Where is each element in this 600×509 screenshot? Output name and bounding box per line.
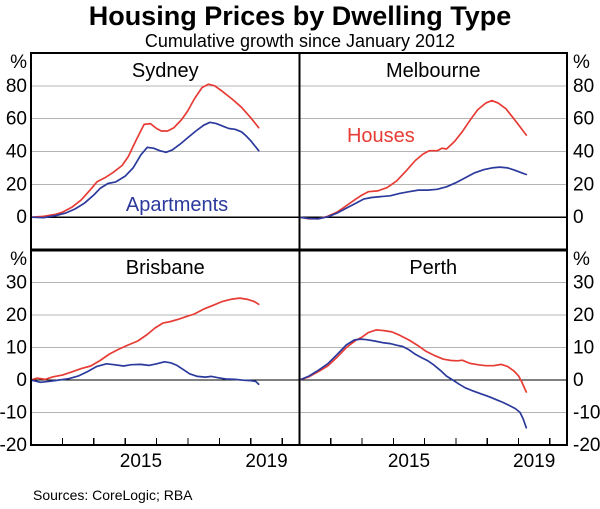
x-tick-label: 2019	[513, 451, 555, 472]
panel-title-brisbane: Brisbane	[126, 257, 205, 279]
panel-brisbane: 2015 2019 Brisbane	[30, 257, 300, 472]
houses-label: Houses	[347, 125, 415, 147]
y-tick-label-left: 30	[6, 273, 27, 294]
y-tick-label-left: 0	[16, 370, 27, 391]
y-tick-label-right: -10	[573, 403, 600, 424]
y-axis-unit-right: %	[573, 52, 590, 73]
brisbane-apartments-line	[30, 360, 260, 386]
apartments-label: Apartments	[126, 194, 228, 216]
y-tick-label-left: 60	[6, 109, 27, 130]
x-tick-label: 2015	[120, 451, 162, 472]
panel-title-perth: Perth	[409, 257, 457, 279]
y-tick-label-left: 20	[6, 305, 27, 326]
panel-melbourne: Melbourne Houses	[298, 60, 567, 220]
y-tick-label-left: -10	[0, 403, 27, 424]
y-tick-label-left: 0	[16, 207, 27, 228]
sydney-apartments-line	[30, 121, 260, 219]
y-tick-label-left: -20	[0, 435, 27, 456]
chart-sources: Sources: CoreLogic; RBA	[33, 487, 193, 503]
sydney-houses-line	[30, 83, 260, 219]
y-tick-label-left: 20	[6, 174, 27, 195]
chart-subtitle: Cumulative growth since January 2012	[144, 31, 456, 51]
y-tick-label-right: 0	[573, 207, 584, 228]
y-tick-label-right: -20	[573, 435, 600, 456]
x-tick-label: 2019	[245, 451, 287, 472]
melbourne-houses-line	[298, 99, 528, 220]
brisbane-houses-line	[30, 297, 260, 381]
x-tick-label: 2015	[388, 451, 430, 472]
y-axis-unit-left: %	[10, 249, 27, 270]
perth-houses-line	[298, 329, 528, 393]
y-tick-label-left: 10	[6, 338, 27, 359]
panel-perth: 2015 2019 Perth	[298, 257, 567, 472]
y-tick-label-left: 40	[6, 142, 27, 163]
y-tick-label-right: 20	[573, 174, 594, 195]
y-tick-label-right: 10	[573, 338, 594, 359]
panel-sydney: Sydney Apartments	[30, 60, 300, 219]
y-axis-unit-left: %	[10, 52, 27, 73]
y-axis-unit-right: %	[573, 249, 590, 270]
y-tick-label-right: 20	[573, 305, 594, 326]
y-tick-label-right: 80	[573, 76, 594, 97]
y-tick-label-right: 60	[573, 109, 594, 130]
y-tick-label-left: 80	[6, 76, 27, 97]
y-tick-label-right: 0	[573, 370, 584, 391]
y-tick-label-right: 40	[573, 142, 594, 163]
melbourne-apartments-line	[298, 166, 528, 220]
panel-title-sydney: Sydney	[132, 60, 199, 82]
y-tick-label-right: 30	[573, 273, 594, 294]
perth-apartments-line	[298, 338, 528, 429]
panel-title-melbourne: Melbourne	[386, 60, 481, 82]
chart-title: Housing Prices by Dwelling Type	[88, 1, 512, 31]
